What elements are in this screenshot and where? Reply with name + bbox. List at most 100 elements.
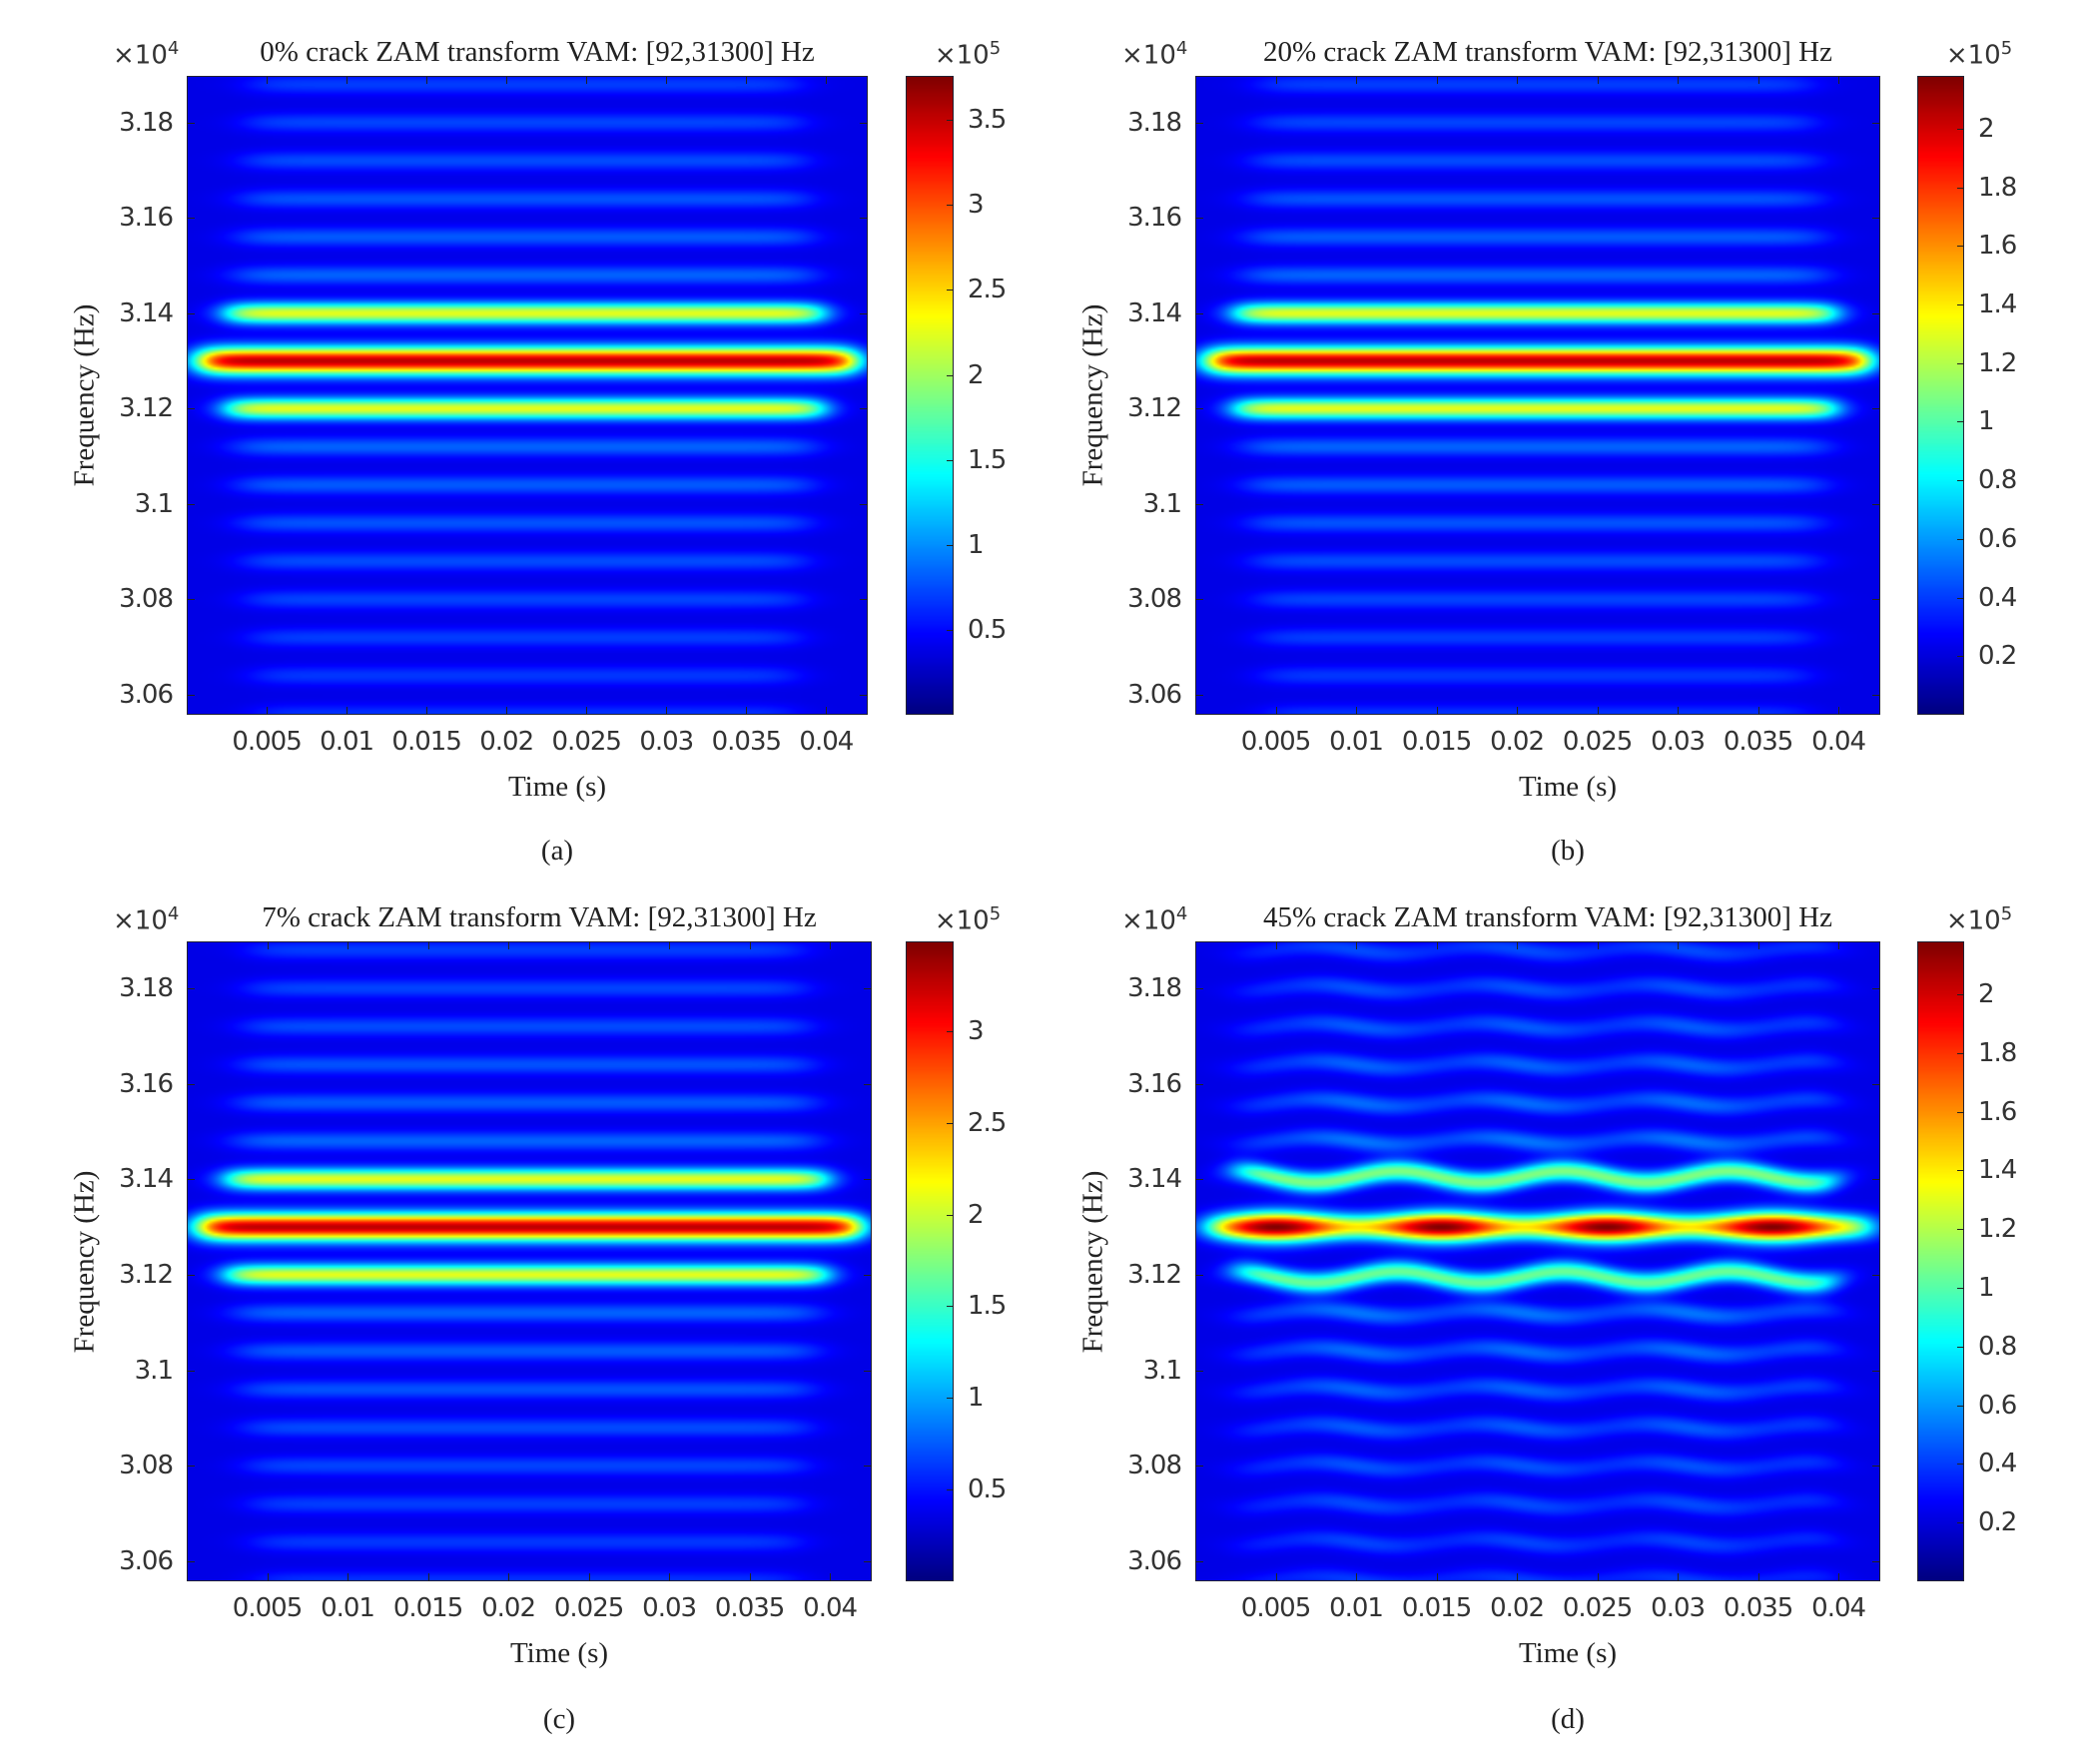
y-tick-mark bbox=[187, 599, 195, 601]
colorbar-tick-label: 1.4 bbox=[1978, 289, 2017, 319]
y-tick-mark-right bbox=[860, 408, 868, 410]
y-axis-label: Frequency (Hz) bbox=[1076, 303, 1109, 487]
y-tick-label: 3.1 bbox=[1142, 1355, 1182, 1386]
y-tick-mark bbox=[187, 1466, 195, 1468]
colorbar-2 bbox=[906, 941, 954, 1581]
x-tick-mark-top bbox=[1356, 76, 1358, 84]
y-axis-label: Frequency (Hz) bbox=[68, 1170, 101, 1353]
y-tick-label: 3.08 bbox=[1127, 1451, 1182, 1481]
c-multiplier-exponent: 5 bbox=[2000, 903, 2013, 924]
colorbar-tick-label: 2 bbox=[1978, 978, 1995, 1009]
y-tick-mark bbox=[1195, 987, 1203, 989]
x-tick-label: 0.01 bbox=[1329, 727, 1384, 757]
x-tick-mark bbox=[1757, 707, 1759, 715]
x-tick-mark bbox=[427, 1573, 429, 1581]
colorbar-tick-mark bbox=[947, 1030, 954, 1032]
colorbar-multiplier: ×105 bbox=[935, 38, 1001, 71]
x-tick-mark-top bbox=[1436, 76, 1438, 84]
colorbar-tick-mark bbox=[1957, 246, 1964, 248]
colorbar-0 bbox=[906, 76, 954, 715]
x-tick-mark bbox=[1275, 707, 1277, 715]
heatmap-1 bbox=[1195, 76, 1880, 715]
x-tick-label: 0.025 bbox=[551, 727, 622, 757]
colorbar-tick-mark bbox=[1957, 597, 1964, 599]
y-tick-mark-right bbox=[1872, 694, 1880, 696]
colorbar-tick-label: 0.2 bbox=[1978, 641, 2017, 672]
y-tick-mark bbox=[1195, 1466, 1203, 1468]
chart-title: 20% crack ZAM transform VAM: [92,31300] … bbox=[1263, 36, 1832, 68]
colorbar-tick-label: 2 bbox=[968, 359, 985, 390]
y-tick-mark bbox=[187, 1083, 195, 1085]
y-tick-mark-right bbox=[860, 312, 868, 314]
x-tick-mark bbox=[826, 707, 828, 715]
colorbar-tick-label: 1.5 bbox=[968, 444, 1007, 475]
y-tick-label: 3.18 bbox=[119, 107, 174, 138]
c-multiplier-exponent: 5 bbox=[989, 903, 1002, 924]
y-tick-mark-right bbox=[1872, 1560, 1880, 1562]
x-tick-mark-top bbox=[506, 76, 508, 84]
colorbar-tick-label: 1.8 bbox=[1978, 1037, 2017, 1068]
y-tick-mark-right bbox=[1872, 1466, 1880, 1468]
c-multiplier-exponent: 5 bbox=[989, 38, 1002, 59]
x-tick-label: 0.015 bbox=[1401, 1593, 1472, 1623]
x-tick-mark bbox=[669, 1573, 671, 1581]
y-tick-label: 3.06 bbox=[1127, 679, 1182, 710]
y-tick-mark bbox=[1195, 599, 1203, 601]
x-tick-mark-top bbox=[267, 76, 269, 84]
y-tick-mark-right bbox=[860, 218, 868, 220]
colorbar-tick-label: 1.2 bbox=[1978, 1214, 2017, 1245]
y-tick-label: 3.18 bbox=[1127, 107, 1182, 138]
x-tick-label: 0.04 bbox=[799, 727, 854, 757]
x-tick-label: 0.015 bbox=[392, 1593, 463, 1623]
y-tick-mark bbox=[187, 312, 195, 314]
x-tick-mark-top bbox=[1517, 941, 1519, 949]
y-tick-label: 3.08 bbox=[119, 1451, 174, 1481]
y-tick-mark bbox=[187, 987, 195, 989]
x-tick-mark-top bbox=[267, 941, 269, 949]
x-tick-mark bbox=[1356, 707, 1358, 715]
colorbar-tick-label: 1 bbox=[968, 1383, 985, 1414]
y-tick-mark-right bbox=[864, 1179, 872, 1181]
colorbar-tick-mark bbox=[1957, 128, 1964, 130]
chart-title: 7% crack ZAM transform VAM: [92,31300] H… bbox=[262, 901, 817, 933]
x-tick-mark bbox=[347, 1573, 349, 1581]
colorbar-tick-mark bbox=[1957, 362, 1964, 364]
x-tick-mark-top bbox=[666, 76, 668, 84]
colorbar-tick-label: 1.6 bbox=[1978, 1096, 2017, 1127]
heatmap-0 bbox=[187, 76, 868, 715]
x-tick-label: 0.04 bbox=[803, 1593, 858, 1623]
colorbar-tick-label: 3 bbox=[968, 190, 985, 221]
x-tick-mark-top bbox=[508, 941, 510, 949]
x-tick-mark bbox=[1275, 1573, 1277, 1581]
colorbar-tick-mark bbox=[947, 120, 954, 122]
y-tick-mark bbox=[1195, 1083, 1203, 1085]
panel-label: (b) bbox=[1551, 835, 1585, 867]
y-tick-mark bbox=[1195, 122, 1203, 124]
colorbar-tick-mark bbox=[947, 290, 954, 292]
y-tick-mark-right bbox=[1872, 1370, 1880, 1372]
colorbar-multiplier: ×105 bbox=[935, 903, 1001, 936]
x-tick-mark bbox=[1356, 1573, 1358, 1581]
x-tick-label: 0.035 bbox=[1723, 727, 1793, 757]
y-tick-mark bbox=[187, 122, 195, 124]
y-tick-label: 3.06 bbox=[1127, 1545, 1182, 1576]
colorbar-tick-mark bbox=[1957, 1111, 1964, 1113]
y-tick-mark-right bbox=[860, 503, 868, 505]
colorbar-tick-label: 0.6 bbox=[1978, 523, 2017, 554]
x-tick-label: 0.03 bbox=[1651, 727, 1706, 757]
panel-label: (a) bbox=[540, 835, 574, 867]
x-tick-mark bbox=[267, 1573, 269, 1581]
x-tick-mark bbox=[1757, 1573, 1759, 1581]
x-tick-mark-top bbox=[830, 941, 832, 949]
y-tick-label: 3.14 bbox=[1127, 297, 1182, 328]
y-tick-mark-right bbox=[1872, 987, 1880, 989]
y-tick-label: 3.1 bbox=[134, 1355, 174, 1386]
x-tick-mark bbox=[267, 707, 269, 715]
y-tick-mark bbox=[1195, 1179, 1203, 1181]
colorbar-tick-label: 1.5 bbox=[968, 1291, 1007, 1322]
y-tick-label: 3.12 bbox=[119, 393, 174, 424]
x-tick-mark bbox=[426, 707, 428, 715]
x-tick-mark-top bbox=[586, 76, 588, 84]
x-tick-mark bbox=[1838, 707, 1840, 715]
